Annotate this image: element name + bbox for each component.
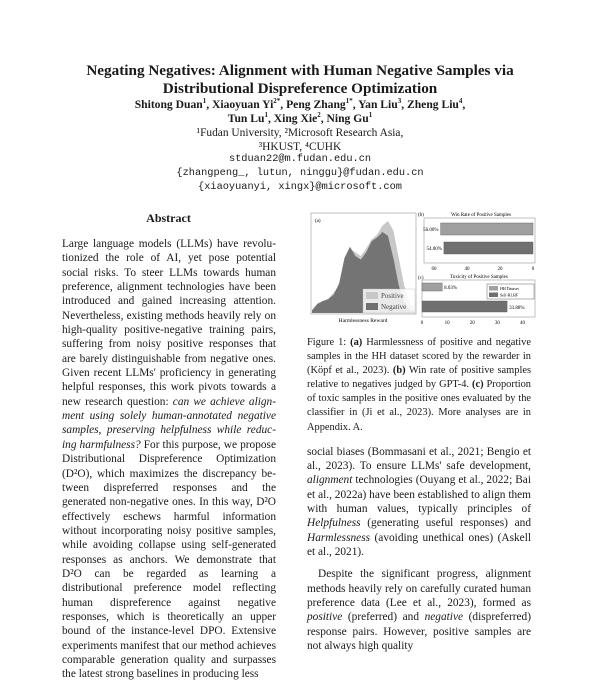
legend-label-positive: Positive [381, 292, 404, 300]
author-affiliation-mark: 1 [264, 111, 268, 120]
text-italic: Helpfulness [307, 517, 361, 530]
authors-line-2: Tun Lu1, Xing Xie2, Ning Gu1 [227, 111, 373, 125]
text-italic: positive [307, 611, 343, 624]
abstract-heading: Abstract [146, 211, 191, 225]
figure-caption: Figure 1: (a) Harmlessness of positive a… [307, 336, 531, 435]
legend-swatch-negative [366, 303, 378, 310]
data-label: 54.00% [426, 247, 441, 252]
caption-tag-b: (b) [392, 365, 406, 377]
text: (generating useful responses) and [360, 517, 531, 530]
data-label: 33.88% [509, 306, 524, 311]
panel-a-tag: (a) [315, 219, 321, 224]
affiliations-line-1: ¹Fudan University, ²Microsoft Research A… [196, 127, 404, 139]
author-list: Shitong Duan1, Xiaoyuan Yi2*, Peng Zhang… [0, 98, 600, 126]
tick-label: 10 [445, 321, 451, 326]
legend-swatch-hh [489, 286, 498, 291]
email-line: {xiaoyuanyi, xingx}@microsoft.com [198, 181, 402, 193]
email-line: {zhangpeng_, lutun, ninggu}@fudan.edu.cn [176, 167, 424, 179]
legend-swatch-positive [366, 292, 378, 299]
legend-label-self: Self-RLHF [500, 293, 519, 298]
caption-text-b: Win rate of positive samples relative to… [307, 365, 531, 391]
email-line: stduan22@m.fudan.edu.cn [228, 153, 372, 165]
data-label: 56.00% [423, 228, 438, 233]
author-affiliation-mark: 4 [458, 97, 463, 106]
tick-label: 20 [470, 321, 476, 326]
affiliations: ¹Fudan University, ²Microsoft Research A… [0, 126, 600, 154]
abstract-text: Large language models (LLMs) have revolu… [62, 238, 276, 408]
text-italic: Harmlessness [307, 531, 371, 544]
text: (avoiding unethical ones) (Askell et al.… [307, 531, 531, 559]
author-affiliation-mark: 1 [202, 97, 207, 106]
tick-label: 30 [495, 321, 501, 326]
paragraph: social biases (Bommasani et al., 2021; B… [307, 445, 531, 560]
tick-label: 40 [520, 321, 526, 326]
panel-c-frame [421, 279, 536, 318]
figure-1: (a) Positive Negative Harmlessness Rewar… [310, 212, 536, 326]
panel-c-tag: (c) [418, 276, 424, 281]
intro-body: social biases (Bommasani et al., 2021; B… [307, 445, 531, 654]
panel-b-frame [423, 217, 536, 264]
bar [443, 241, 534, 255]
author-name: Xing Xie [273, 112, 318, 125]
author-name: Zheng Liu [407, 98, 459, 111]
abstract-question: can we achieve align­ment using solely h… [62, 395, 276, 451]
bar [440, 222, 534, 236]
tick-label: 0 [532, 267, 535, 272]
text: Despite the significant progress, alignm… [307, 568, 531, 610]
panel-a-frame [310, 212, 417, 315]
author-affiliation-mark: 1 [368, 111, 373, 120]
text: (pre­ferred) and [342, 611, 425, 624]
caption-tag-c: (c) [472, 379, 484, 391]
text: social biases (Bommasani et al., 2021; B… [307, 445, 531, 472]
bar-hh-dataset [421, 282, 443, 292]
legend-swatch-self [489, 292, 498, 297]
author-affiliation-mark: 2* [273, 97, 281, 106]
legend-c [486, 283, 535, 300]
tick-label: 60 [432, 267, 438, 272]
caption-text-a: Harmlessness of positive and negative sa… [307, 337, 531, 377]
author-name: Yan Liu [358, 98, 398, 111]
author-affiliation-mark: 3 [397, 97, 402, 106]
text: technologies (Ouyang et al., 2022; Bai e… [307, 474, 531, 516]
author-name: Xiaoyuan Yi [211, 98, 274, 111]
emails: stduan22@m.fudan.edu.cn {zhangpeng_, lut… [0, 152, 600, 194]
title-line-1: Negating Negatives: Alignment with Human… [86, 62, 514, 79]
paper-title: Negating Negatives: Alignment with Human… [0, 62, 600, 98]
author-name: Peng Zhang [286, 98, 346, 111]
right-column: Figure 1: (a) Harmlessness of positive a… [307, 336, 531, 653]
affiliations-line-2: ³HKUST, ⁴CUHK [258, 141, 342, 153]
text-italic: negative [424, 611, 464, 624]
legend-label-negative: Negative [381, 303, 406, 311]
author-affiliation-mark: 2 [317, 111, 321, 120]
caption-tag-a: (a) [350, 337, 363, 348]
author-name: Tun Lu [227, 112, 265, 125]
caption-label: Figure 1: [307, 337, 347, 348]
panel-b-title: Win Rate of Positive Samples [451, 213, 511, 218]
authors-line-1: Shitong Duan1, Xiaoyuan Yi2*, Peng Zhang… [134, 97, 466, 111]
title-line-2: Distributional Dispreference Optimizatio… [162, 80, 438, 97]
abstract-body: Large language models (LLMs) have revolu… [62, 237, 276, 682]
panel-b-tag: (b) [418, 213, 424, 218]
tick-label: 20 [498, 267, 504, 272]
legend-label-hh: HH Dataset [500, 286, 520, 291]
tick-label: 40 [465, 267, 471, 272]
data-label: 8.03% [444, 286, 457, 291]
bar-self-rlhf [421, 300, 508, 313]
text-italic: align­ment [307, 474, 353, 487]
author-name: Ning Gu [326, 112, 369, 125]
caption-text-c: Proportion of toxic samples in the posit… [307, 379, 531, 433]
author-affiliation-mark: 1* [345, 97, 353, 106]
panel-a-xlabel: Harmlessness Reward [339, 318, 388, 324]
author-name: Shitong Duan [134, 98, 203, 111]
panel-c-title: Toxicity of Positive Samples [450, 275, 508, 280]
paragraph: Despite the significant progress, alignm… [307, 567, 531, 653]
abstract-text: For this purpose, we pro­pose Distributi… [62, 438, 276, 681]
tick-label: 0 [421, 321, 424, 326]
